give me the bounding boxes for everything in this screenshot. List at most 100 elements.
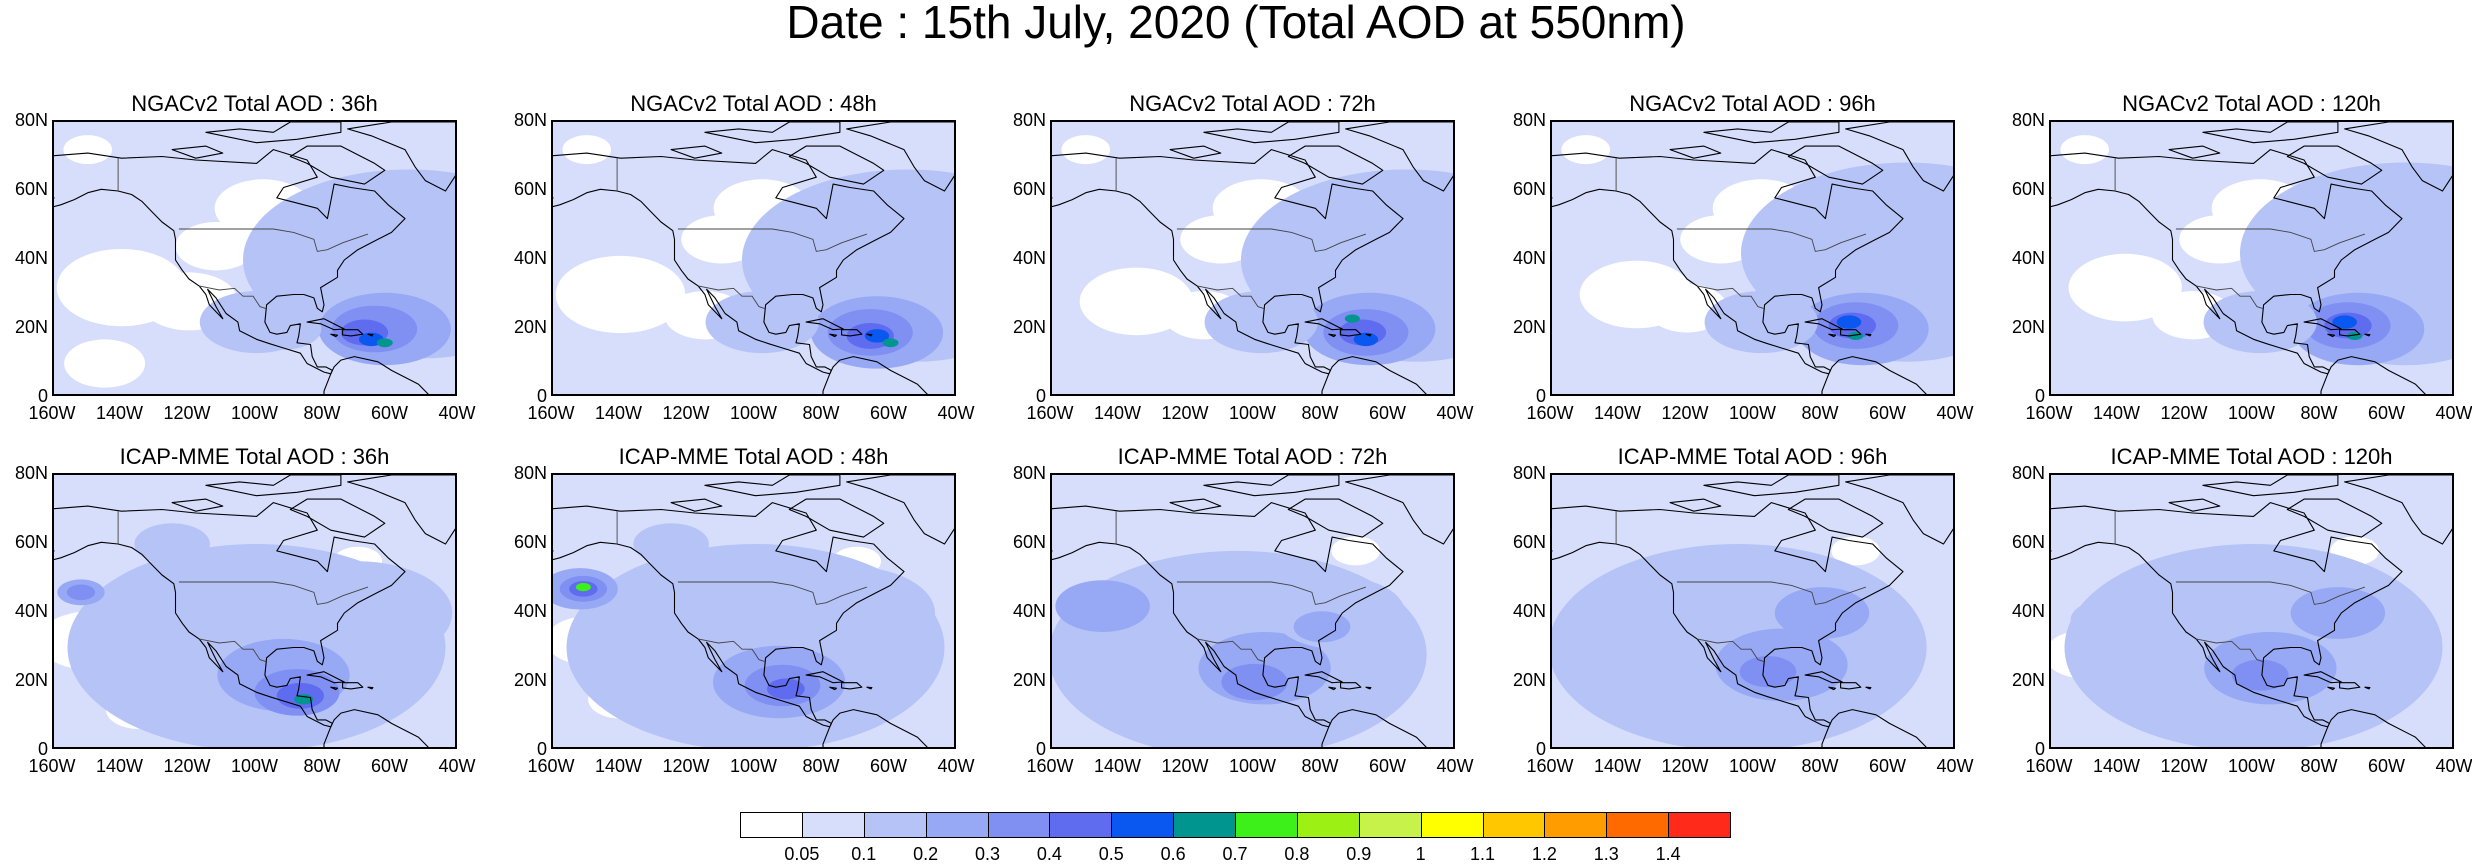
lon-tick-label: 100W [2227,756,2276,776]
aod-clean-patch [1331,536,1381,566]
lat-tick-label: 40N [1012,601,1046,621]
lat-tick-label: 0 [37,386,48,406]
lon-tick-label: 120W [1661,756,1709,776]
coastline [866,686,873,690]
coastline [2327,333,2336,338]
coastline [1840,329,1862,337]
coastline [1052,149,1404,375]
coastline [846,122,954,192]
lon-tick-label: 120W [163,756,211,776]
aod-contour-blob [1353,332,1379,347]
coastline [330,686,339,691]
lon-tick-label: 60W [1368,403,1406,423]
aod-map-panel [52,120,457,396]
coastline [2303,671,2342,684]
lon-tick-label: 40W [937,403,975,423]
lat-tick-label: 80N [1512,463,1546,483]
country-border [2196,285,2264,310]
coastline [1365,686,1372,690]
lat-tick-label: 20N [14,670,48,690]
coastline [323,709,429,747]
aod-contour-blob [2290,587,2386,639]
coastline [1345,475,1453,545]
coastline [1804,671,1843,684]
aod-contour-blob [2231,659,2289,691]
coastline [805,318,844,331]
lon-tick-label: 160W [2025,756,2073,776]
lon-tick-label: 160W [1026,756,1074,776]
lon-tick-label: 100W [2227,403,2276,423]
aod-map-panel [551,473,956,749]
panel-title: NGACv2 Total AOD : 48h [630,91,877,116]
coastline [1052,502,1404,728]
aod-contour-blob [66,584,96,601]
coastline [2286,498,2383,538]
lat-tick-label: 80N [513,110,547,130]
lat-tick-label: 60N [14,532,48,552]
coastline [2202,475,2339,497]
lat-tick-label: 60N [1512,179,1546,199]
coastline [2364,686,2371,690]
country-border [1676,228,1867,252]
coastline [1865,686,1872,690]
colorbar-swatch [1358,812,1422,838]
coastline [805,671,844,684]
coastline [670,498,723,512]
coastline [2364,333,2371,337]
coastline [1287,145,1384,185]
coastline [171,498,224,512]
coastline [1865,333,1872,337]
lon-tick-label: 80W [1801,756,1839,776]
aod-field [2051,475,2452,747]
lon-tick-label: 60W [370,756,408,776]
colorbar-label: 0.4 [1036,844,1062,864]
coastline [323,356,429,394]
coastline [1828,333,1837,338]
coastline [1787,498,1884,538]
lat-tick-label: 60N [1512,532,1546,552]
coastline [1669,498,1722,512]
coastline [1703,475,1840,497]
aod-map-panel [1550,120,1955,396]
coastline [1321,709,1427,747]
lon-tick-label: 40W [438,756,476,776]
lat-tick-label: 60N [2011,179,2045,199]
lat-tick-label: 80N [513,463,547,483]
lon-tick-label: 60W [1868,403,1906,423]
lon-tick-label: 140W [2092,756,2141,776]
coastline [1821,356,1927,394]
lon-tick-label: 140W [2092,403,2141,423]
coastline [1203,475,1340,497]
coastline [1552,502,1904,728]
aod-map-panel [2049,120,2454,396]
coastline [2051,149,2403,375]
coastline [2168,145,2221,159]
colorbar-label: 1 [1415,844,1426,864]
coastline [1328,333,1337,338]
lon-tick-label: 120W [2160,403,2208,423]
lat-tick-label: 20N [1512,317,1546,337]
lat-tick-label: 40N [14,601,48,621]
aod-contour-blob [766,678,805,700]
coastline [829,686,838,691]
aod-contour-blob [2203,291,2317,354]
aod-contour-blob [134,523,210,565]
lat-tick-label: 60N [14,179,48,199]
colorbar-swatch [1111,812,1175,838]
coastline [1821,709,1927,747]
lat-tick-label: 80N [14,463,48,483]
aod-contour-blob [1836,315,1862,329]
colorbar-swatch [925,812,989,838]
aod-contour-blob [2070,599,2147,641]
country-border [1697,638,1765,663]
panel-title: ICAP-MME Total AOD : 120h [2110,444,2393,469]
colorbar-label: 0.8 [1284,844,1310,864]
coastline [347,475,455,545]
lat-tick-label: 20N [1512,670,1546,690]
coastline [1321,356,1427,394]
lon-tick-label: 140W [1593,756,1642,776]
aod-contour-blob [1055,580,1150,632]
lon-tick-label: 120W [1161,756,1209,776]
coastline [54,149,406,375]
colorbar-swatch [1049,812,1113,838]
